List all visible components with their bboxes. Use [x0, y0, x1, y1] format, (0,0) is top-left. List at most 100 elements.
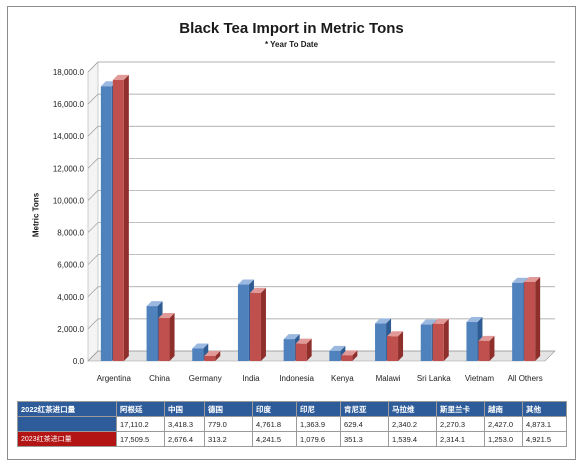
data-table: 2022红茶进口量 阿根廷 中国 德国 印度 印尼 肯尼亚 马拉维 斯里兰卡 越…	[17, 401, 567, 447]
bar	[341, 355, 353, 361]
table-cell: 4,873.1	[522, 416, 567, 432]
y-tick-label: 12,000.0	[53, 164, 85, 173]
chart-title: Black Tea Import in Metric Tons	[179, 20, 404, 37]
bar	[249, 292, 261, 361]
bar-top	[387, 331, 404, 337]
bar-side	[398, 331, 404, 361]
bar-side	[443, 318, 449, 361]
table-header-cell: 肯尼亚	[340, 401, 389, 417]
y-tick-label: 18,000.0	[53, 68, 85, 77]
bar-side	[260, 287, 266, 361]
y-tick-label: 6,000.0	[57, 261, 84, 270]
table-header-cell: 马拉维	[388, 401, 437, 417]
gridline	[87, 93, 555, 105]
bar	[329, 350, 341, 361]
x-tick-label: Indonesia	[279, 374, 314, 383]
y-tick-label: 2,000.0	[57, 325, 84, 334]
gridline	[87, 254, 555, 265]
x-tick-label: Malawi	[376, 374, 401, 383]
table-cell: 4,761.8	[252, 416, 297, 432]
bar-top	[420, 319, 437, 325]
table-header-cell: 其他	[522, 401, 567, 417]
table-header-cell: 阿根廷	[116, 401, 165, 417]
table-cell: 629.4	[340, 416, 389, 432]
table-header-cell: 德国	[204, 401, 253, 417]
x-tick-label: All Others	[508, 374, 543, 383]
bar-top	[466, 317, 483, 323]
bar	[283, 339, 295, 361]
bar-top	[283, 334, 300, 340]
table-cell: 3,418.3	[164, 416, 205, 432]
bar	[100, 86, 112, 362]
bar-top	[375, 318, 392, 324]
bar-side	[123, 74, 129, 362]
table-header-cell: 斯里兰卡	[436, 401, 485, 417]
table-row-label-2023: 2023红茶进口量	[17, 431, 117, 447]
bar-top	[237, 279, 254, 285]
bar-top	[512, 277, 529, 283]
bar-top	[146, 301, 163, 307]
bar-top	[329, 345, 346, 351]
table-row: 2023红茶进口量 17,509.5 2,676.4 313.2 4,241.5…	[17, 431, 567, 447]
table-cell: 2,427.0	[484, 416, 523, 432]
bar	[204, 355, 216, 361]
table-cell: 351.3	[340, 431, 389, 447]
bar-side	[489, 335, 495, 361]
table-cell: 2,270.3	[436, 416, 485, 432]
x-tick-label: Vietnam	[465, 374, 495, 383]
table-cell: 779.0	[204, 416, 253, 432]
bar-side	[352, 350, 358, 361]
bar	[432, 323, 444, 361]
x-tick-label: China	[149, 374, 170, 383]
bar-top	[341, 350, 358, 356]
x-tick-label: Germany	[189, 374, 222, 383]
y-tick-label: 8,000.0	[57, 229, 84, 238]
bar-top	[432, 318, 449, 324]
gridline	[87, 222, 555, 233]
y-tick-label: 4,000.0	[57, 293, 84, 302]
table-cell: 17,509.5	[116, 431, 165, 447]
gridline	[87, 286, 555, 298]
bar	[158, 318, 170, 361]
gridline	[87, 190, 555, 201]
bar-side	[535, 276, 541, 361]
bar	[146, 306, 158, 361]
table-row: 17,110.2 3,418.3 779.0 4,761.8 1,363.9 6…	[17, 416, 567, 432]
bar	[420, 324, 432, 361]
table-cell: 17,110.2	[116, 416, 165, 432]
table-header-cell: 越南	[484, 401, 523, 417]
bar	[387, 336, 399, 361]
bar	[524, 281, 536, 361]
table-cell: 2,676.4	[164, 431, 205, 447]
gridline	[87, 157, 555, 169]
x-tick-label: Kenya	[331, 374, 354, 383]
table-corner: 2022红茶进口量	[17, 401, 117, 417]
table-header-cell: 印度	[252, 401, 297, 417]
y-tick-label: 0.0	[73, 357, 85, 366]
x-tick-label: Argentina	[97, 374, 132, 383]
bar-top	[249, 287, 266, 293]
bar-top	[478, 335, 495, 341]
gridline	[87, 125, 555, 137]
chart-subtitle: * Year To Date	[264, 40, 319, 49]
bar	[512, 282, 524, 361]
table-header-cell: 印尼	[296, 401, 341, 417]
table-cell: 2,340.2	[388, 416, 437, 432]
table-cell: 1,539.4	[388, 431, 437, 447]
x-tick-label: Sri Lanka	[417, 374, 451, 383]
bar	[112, 79, 124, 362]
y-tick-label: 14,000.0	[53, 132, 85, 141]
table-cell: 4,921.5	[522, 431, 567, 447]
gridline	[87, 61, 555, 73]
bar-side	[215, 350, 221, 361]
y-tick-label: 16,000.0	[53, 100, 85, 109]
bar	[237, 284, 249, 361]
table-cell: 2,314.1	[436, 431, 485, 447]
bar	[192, 348, 204, 361]
side-wall	[87, 61, 99, 362]
table-header-cell: 中国	[164, 401, 205, 417]
table-header-row: 2022红茶进口量 阿根廷 中国 德国 印度 印尼 肯尼亚 马拉维 斯里兰卡 越…	[17, 401, 567, 417]
x-tick-label: India	[242, 374, 260, 383]
gridline	[87, 318, 555, 330]
